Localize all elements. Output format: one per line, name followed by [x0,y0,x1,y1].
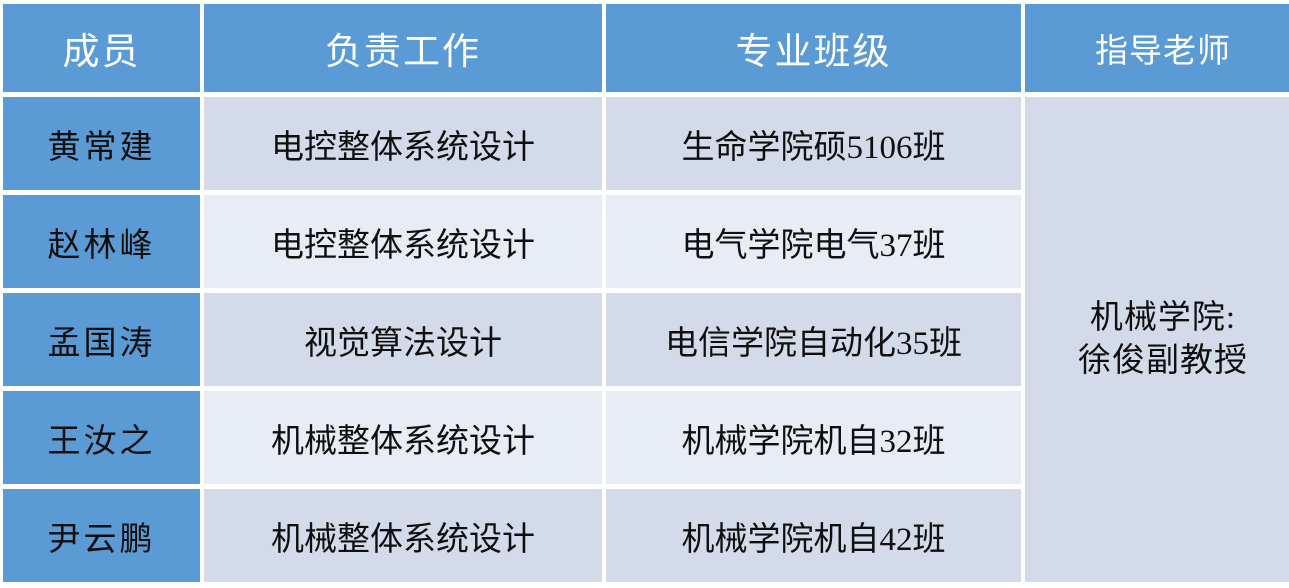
cell-class: 生命学院硕5106班 [606,97,1021,190]
table-row: 孟国涛 视觉算法设计 电信学院自动化35班 [3,293,1289,386]
table-row: 王汝之 机械整体系统设计 机械学院机自32班 [3,391,1289,484]
column-header-work: 负责工作 [204,4,602,92]
cell-member: 孟国涛 [3,293,200,386]
cell-work: 视觉算法设计 [204,293,602,386]
teacher-line-department: 机械学院: [1089,300,1237,337]
cell-work: 机械整体系统设计 [204,391,602,484]
column-header-class: 专业班级 [606,4,1021,92]
cell-member: 赵林峰 [3,195,200,288]
column-header-member: 成员 [3,4,200,92]
cell-class: 电气学院电气37班 [606,195,1021,288]
cell-class: 电信学院自动化35班 [606,293,1021,386]
team-table-container: 成员 负责工作 专业班级 指导老师 黄常建 电控整体系统设计 生命学院硕5106… [3,4,1289,588]
teacher-line-name: 徐俊副教授 [1078,342,1248,379]
column-header-teacher: 指导老师 [1025,4,1289,92]
cell-work: 机械整体系统设计 [204,489,602,582]
table-row: 尹云鹏 机械整体系统设计 机械学院机自42班 [3,489,1289,582]
cell-class: 机械学院机自32班 [606,391,1021,484]
cell-member: 尹云鹏 [3,489,200,582]
table-row: 黄常建 电控整体系统设计 生命学院硕5106班 机械学院: 徐俊副教授 [3,97,1289,582]
table-header-row: 成员 负责工作 专业班级 指导老师 [3,4,1289,92]
cell-work: 电控整体系统设计 [204,97,602,190]
cell-member: 黄常建 [3,97,200,190]
cell-member: 王汝之 [3,391,200,484]
cell-class: 机械学院机自42班 [606,489,1021,582]
cell-work: 电控整体系统设计 [204,195,602,288]
table-row: 赵林峰 电控整体系统设计 电气学院电气37班 [3,195,1289,288]
cell-teacher: 机械学院: 徐俊副教授 [1025,97,1289,582]
